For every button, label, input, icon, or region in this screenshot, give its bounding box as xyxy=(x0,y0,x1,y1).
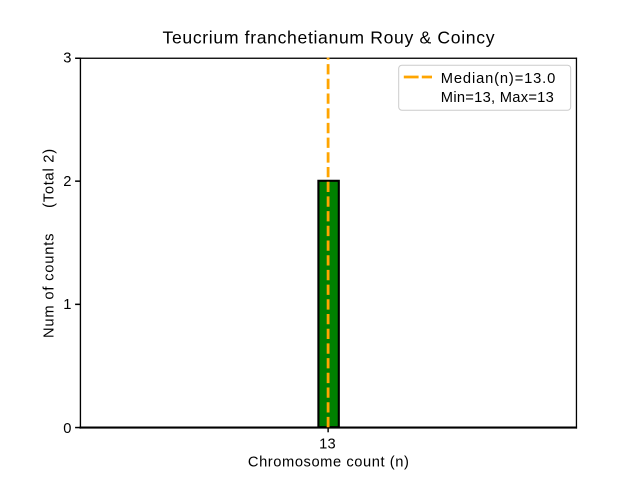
svg-text:Teucrium franchetianum Rouy &: Teucrium franchetianum Rouy & Coincy xyxy=(163,28,495,48)
svg-text:2: 2 xyxy=(63,174,71,190)
svg-text:Chromosome count (n): Chromosome count (n) xyxy=(248,454,409,470)
svg-text:3: 3 xyxy=(63,51,71,67)
svg-text:13: 13 xyxy=(319,437,336,453)
svg-text:Num of counts: Num of counts xyxy=(41,234,57,339)
svg-text:0: 0 xyxy=(63,421,71,437)
svg-text:Median(n)=13.0: Median(n)=13.0 xyxy=(441,71,556,87)
svg-text:(Total 2): (Total 2) xyxy=(41,149,57,208)
svg-text:1: 1 xyxy=(63,297,71,313)
svg-text:Min=13, Max=13: Min=13, Max=13 xyxy=(441,90,554,106)
